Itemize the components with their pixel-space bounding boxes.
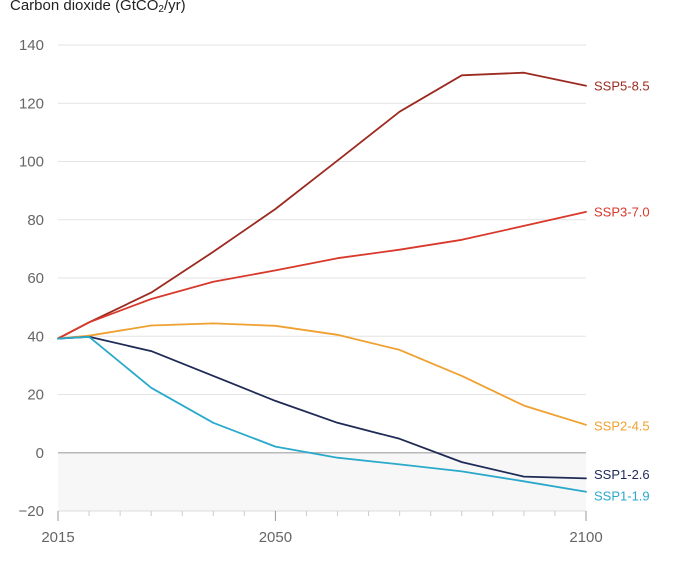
x-tick-label: 2100 (569, 529, 602, 546)
y-tick-label: 60 (27, 270, 44, 287)
y-tick-label: 20 (27, 387, 44, 404)
series-line-ssp1-1-9 (57, 335, 587, 493)
x-tick-label: 2050 (259, 529, 292, 546)
y-tick-label: 120 (19, 95, 44, 112)
series-label-ssp3-7-0: SSP3-7.0 (594, 204, 650, 219)
chart-title-unit-end: /yr) (163, 0, 186, 14)
series-line-ssp3-7-0 (57, 210, 587, 340)
y-tick-label: −20 (19, 503, 44, 520)
y-tick-label: 40 (27, 328, 44, 345)
y-tick-label: 100 (19, 154, 44, 171)
y-tick-label: 140 (19, 37, 44, 54)
series-label-ssp1-2-6: SSP1-2.6 (594, 467, 650, 482)
series-label-ssp5-8-5: SSP5-8.5 (594, 78, 650, 93)
negative-region-shade (58, 452, 586, 511)
series-line-ssp1-2-6 (57, 335, 587, 480)
x-tick-label: 2015 (41, 529, 74, 546)
series-line-ssp2-4-5 (57, 322, 587, 426)
series-label-ssp2-4-5: SSP2-4.5 (594, 418, 650, 433)
chart-title: Carbon dioxide (GtCO2/yr) (10, 0, 186, 15)
series-line-ssp5-8-5 (57, 71, 587, 340)
y-tick-label: 80 (27, 212, 44, 229)
chart-title-subscript: 2 (158, 4, 164, 15)
chart-title-main: Carbon dioxide (GtCO (10, 0, 159, 14)
y-tick-label: 0 (36, 445, 44, 462)
series-label-ssp1-1-9: SSP1-1.9 (594, 488, 650, 503)
